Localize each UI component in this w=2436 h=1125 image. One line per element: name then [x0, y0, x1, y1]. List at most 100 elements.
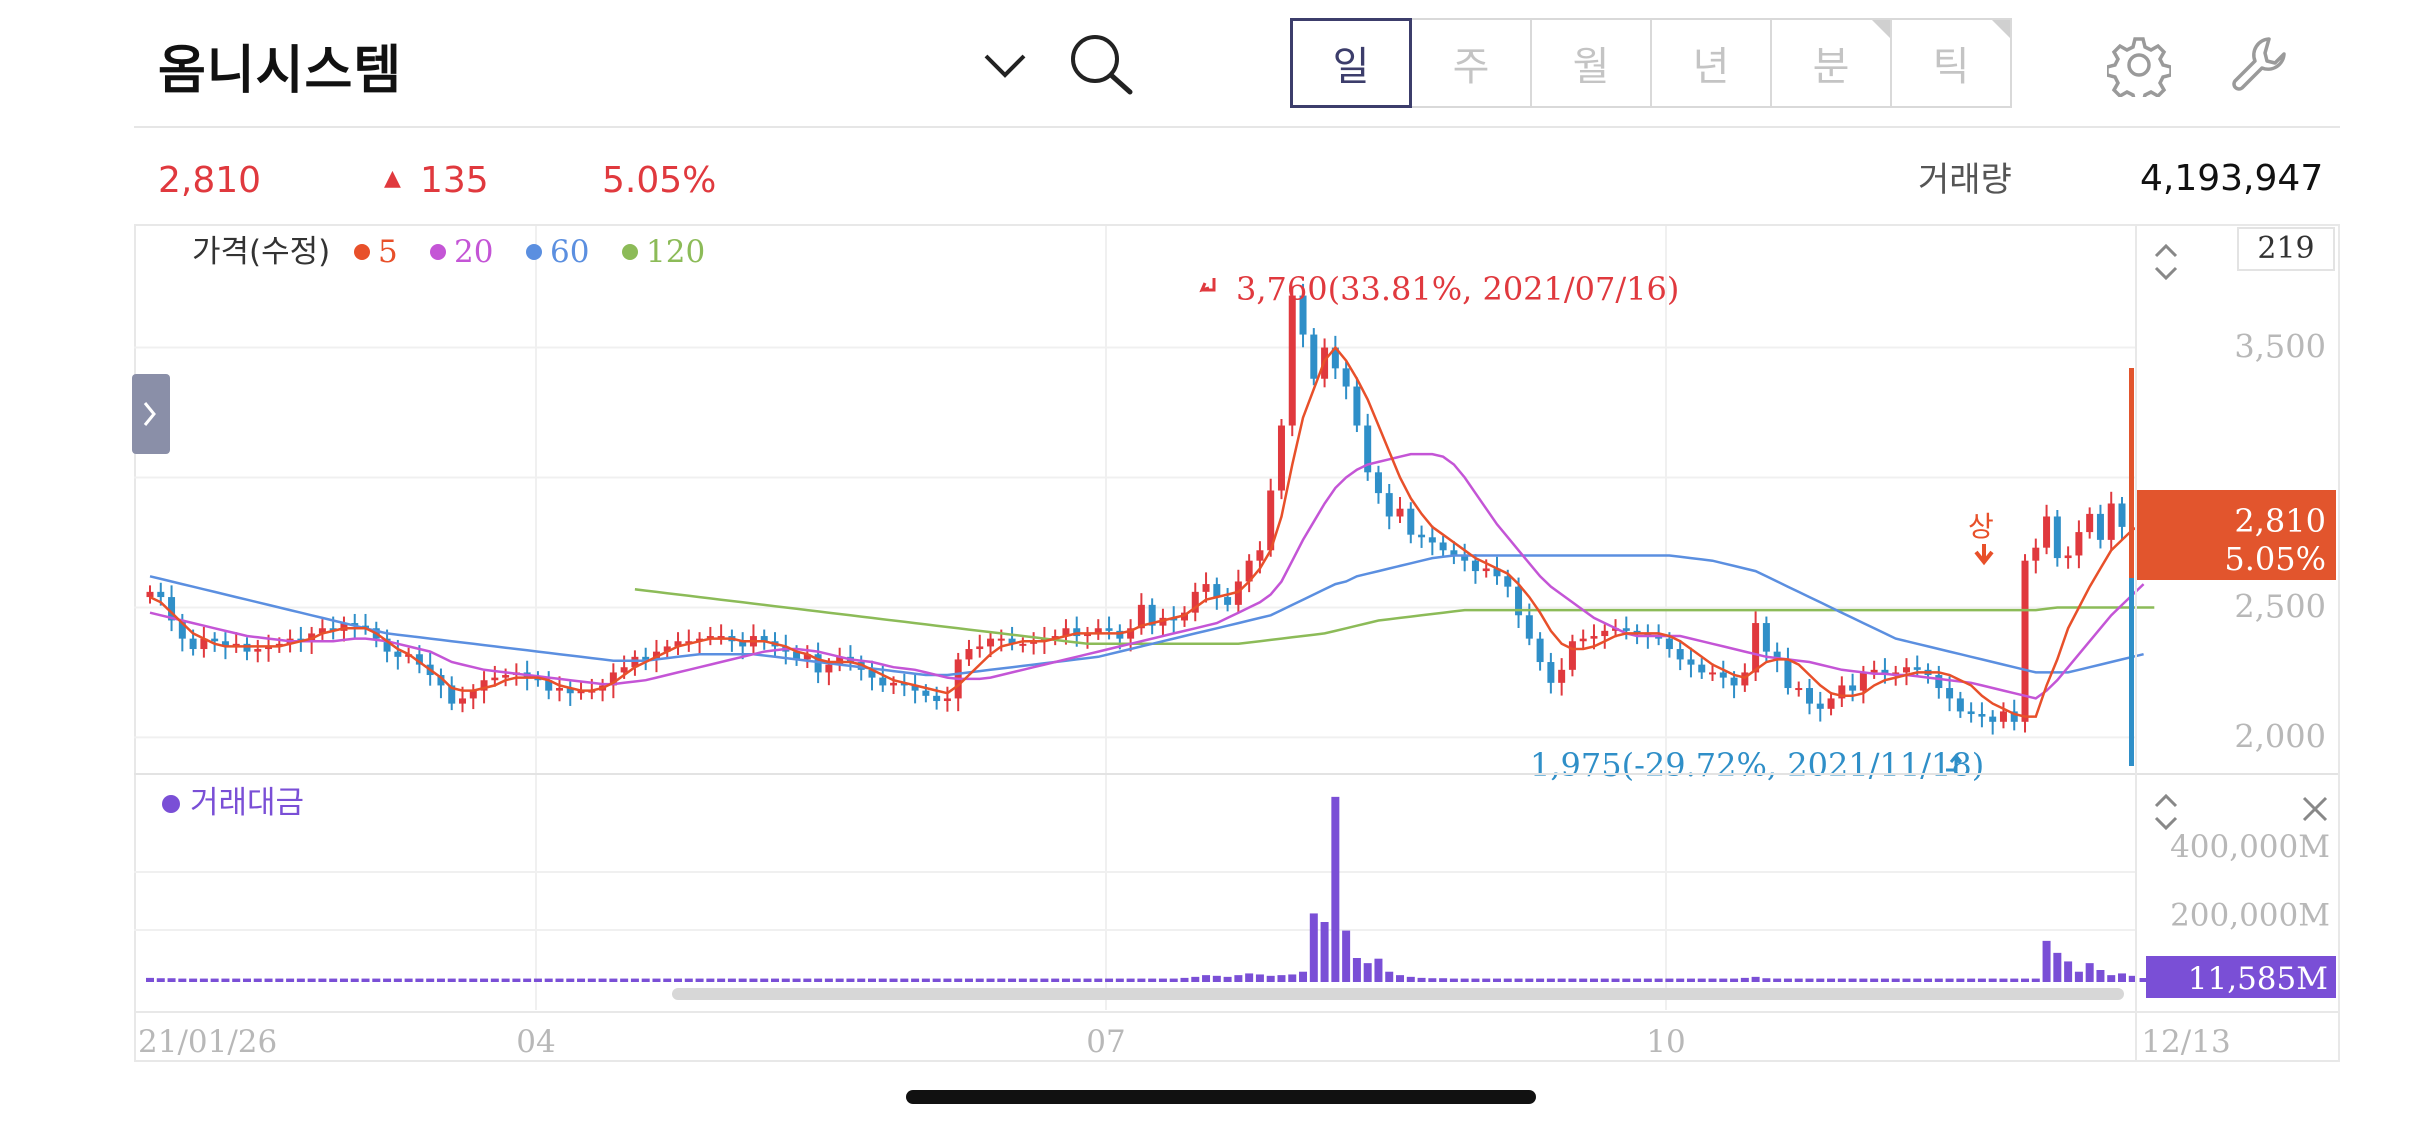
candle-body: [157, 591, 165, 598]
candle-body: [674, 641, 682, 647]
candle-body: [2010, 711, 2018, 722]
candle-body: [1989, 716, 1997, 722]
candle-body: [1127, 628, 1135, 639]
volume-bar: [1072, 978, 1081, 982]
volume-bar: [156, 978, 165, 982]
candle-body: [1568, 641, 1576, 670]
candle-body: [1073, 628, 1081, 637]
candle-body: [663, 646, 671, 652]
candle-body: [1709, 672, 1717, 675]
volume-scale-toggle-icon[interactable]: [2154, 793, 2178, 831]
candle-body: [1902, 667, 1910, 673]
volume-bar: [2085, 963, 2094, 982]
legend-dot: [430, 244, 446, 260]
min-annotation: 1,975(-29.72%, 2021/11/18): [1530, 746, 1984, 784]
candle-body: [1353, 386, 1361, 426]
chevron-down-icon[interactable]: [978, 40, 1032, 90]
volume-bar: [2064, 961, 2073, 982]
search-icon[interactable]: [1066, 30, 1136, 100]
volume-bar: [2128, 975, 2137, 982]
volume-bar: [1514, 978, 1523, 982]
ma-line-ma5: [149, 345, 2145, 718]
volume-bar: [1827, 978, 1836, 982]
tab-period-0[interactable]: 일: [1290, 18, 1412, 108]
volume-bar: [824, 978, 833, 982]
candle-body: [642, 656, 650, 660]
candle-body: [1741, 672, 1749, 686]
candle-body: [685, 641, 693, 644]
price-change-pct: 5.05%: [602, 160, 717, 201]
volume-bar: [867, 978, 876, 982]
wrench-icon[interactable]: [2226, 30, 2296, 100]
candle-body: [329, 628, 337, 631]
volume-bar: [1277, 975, 1286, 982]
volume-bar: [1396, 975, 1405, 982]
candle-body: [1644, 633, 1652, 637]
volume-bar: [232, 978, 241, 982]
volume-bar: [587, 978, 596, 982]
volume-bar: [1805, 978, 1814, 982]
volume-bar: [684, 978, 693, 982]
candle-body: [793, 651, 801, 660]
volume-bar: [523, 978, 532, 982]
volume-bar: [2107, 975, 2116, 982]
volume-bar: [1482, 978, 1491, 982]
volume-bar: [1029, 978, 1038, 982]
volume-bar: [2042, 940, 2051, 982]
tab-period-1[interactable]: 주: [1410, 18, 1532, 108]
candle-body: [200, 638, 208, 650]
tab-period-4[interactable]: 분: [1770, 18, 1892, 108]
candle-body: [146, 591, 154, 598]
legend-label: 60: [550, 234, 589, 270]
volume-bar: [1568, 978, 1577, 982]
candle-body: [2032, 547, 2040, 561]
candle-body: [1870, 669, 1878, 673]
date-tick-label: 12/13: [2141, 1024, 2230, 1060]
candle-body: [2053, 516, 2061, 559]
candle-body: [1978, 714, 1986, 717]
tab-period-3[interactable]: 년: [1650, 18, 1772, 108]
volume-bar: [1040, 978, 1049, 982]
candle-body: [1418, 534, 1426, 538]
moving-average-lines: [149, 345, 2155, 718]
volume-bar: [1676, 978, 1685, 982]
volume-bar: [1848, 978, 1857, 982]
volume-bar: [652, 978, 661, 982]
candle-body: [1633, 630, 1641, 634]
stock-name[interactable]: 옴니시스템: [158, 41, 403, 101]
volume-bar: [1363, 963, 1372, 982]
scale-toggle-icon[interactable]: [2154, 243, 2178, 281]
volume-bar: [954, 978, 963, 982]
volume-bar: [2096, 970, 2105, 982]
candle-body: [1935, 675, 1943, 689]
current-price-box: 2,810 5.05%: [2136, 490, 2336, 580]
candle-body: [383, 638, 391, 652]
chart-scrollbar[interactable]: [672, 988, 2124, 1000]
tab-period-5[interactable]: 틱: [1890, 18, 2012, 108]
candle-body: [318, 628, 326, 634]
gear-icon[interactable]: [2104, 30, 2174, 100]
volume-bar: [426, 978, 435, 982]
volume-bar: [1051, 978, 1060, 982]
chart-frame: [134, 224, 2340, 1062]
close-volume-pane-icon[interactable]: [2302, 796, 2328, 822]
volume-bar: [458, 978, 467, 982]
volume-bar: [1115, 978, 1124, 982]
volume-bar: [1234, 975, 1243, 982]
candle-body: [1385, 493, 1393, 517]
volume-bar: [146, 977, 154, 982]
volume-bar: [975, 978, 984, 982]
home-indicator: [906, 1090, 1536, 1104]
volume-bar: [1223, 976, 1232, 982]
volume-bar: [436, 978, 445, 982]
volume-bar: [1299, 971, 1308, 982]
volume-bar: [296, 978, 305, 982]
candle-body: [1590, 636, 1598, 639]
volume-bar: [1148, 978, 1157, 982]
candle-body: [555, 688, 563, 691]
candle-body: [1967, 711, 1975, 715]
side-panel-toggle[interactable]: [132, 374, 170, 454]
volume-bar: [2074, 971, 2083, 982]
candle-body: [1816, 703, 1824, 709]
